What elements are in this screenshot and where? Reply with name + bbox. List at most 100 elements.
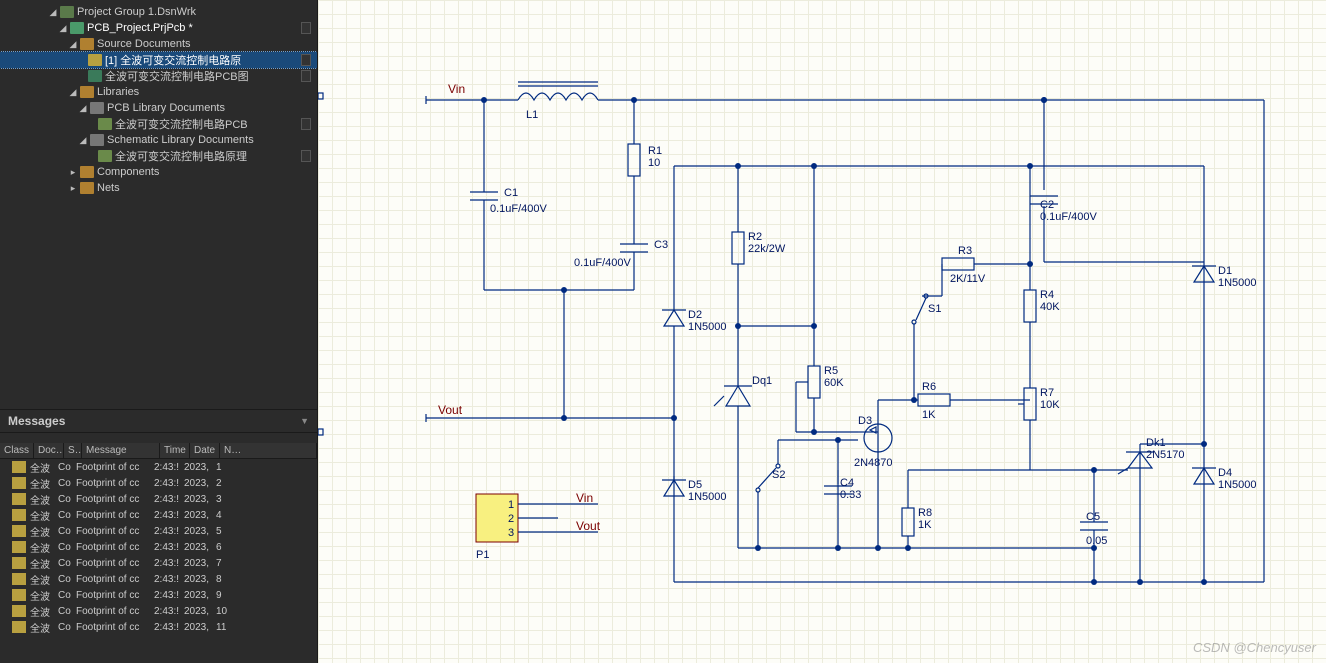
warning-icon bbox=[12, 525, 26, 537]
tree-folder-label: Nets bbox=[97, 182, 120, 194]
tree-doc-schlib[interactable]: 全波可变交流控制电路原理 bbox=[0, 148, 317, 164]
warning-icon bbox=[12, 589, 26, 601]
warning-icon bbox=[12, 477, 26, 489]
message-row[interactable]: 全波CoFootprint of cc2:43:!2023,10 bbox=[0, 603, 317, 619]
tree-folder-source[interactable]: ◢Source Documents bbox=[0, 36, 317, 52]
R7-ref: R7 bbox=[1040, 387, 1054, 399]
R1-val: 10 bbox=[648, 157, 660, 169]
messages-panel: Class Doc… S… Message Time Date N… 全波CoF… bbox=[0, 433, 317, 663]
tree-folder-label: Libraries bbox=[97, 86, 139, 98]
L1-ref: L1 bbox=[526, 109, 538, 121]
project-tree: ◢Project Group 1.DsnWrk ◢PCB_Project.Prj… bbox=[0, 0, 317, 200]
D2-ref: D2 bbox=[688, 309, 702, 321]
group-icon bbox=[60, 6, 74, 18]
C5-ref: C5 bbox=[1086, 511, 1100, 523]
schlib-doc-icon bbox=[98, 150, 112, 162]
message-row[interactable]: 全波CoFootprint of cc2:43:!2023,9 bbox=[0, 587, 317, 603]
folder-icon bbox=[80, 86, 94, 98]
tree-folder-nets[interactable]: ▸Nets bbox=[0, 180, 317, 196]
C3-val: 0.1uF/400V bbox=[574, 257, 632, 269]
R5-ref: R5 bbox=[824, 365, 838, 377]
warning-icon bbox=[12, 621, 26, 633]
tree-folder-label: Source Documents bbox=[97, 38, 191, 50]
tree-doc-label: 全波可变交流控制电路原理 bbox=[115, 148, 247, 164]
R3-ref: R3 bbox=[958, 245, 972, 257]
projects-panel: ◢Project Group 1.DsnWrk ◢PCB_Project.Prj… bbox=[0, 0, 318, 663]
p1-net-vin: Vin bbox=[576, 491, 593, 505]
schematic-doc-icon bbox=[88, 54, 102, 66]
D3-val: 2N4870 bbox=[854, 457, 893, 469]
message-row[interactable]: 全波CoFootprint of cc2:43:!2023,6 bbox=[0, 539, 317, 555]
col-msg[interactable]: Message bbox=[82, 443, 160, 458]
tree-root[interactable]: ◢Project Group 1.DsnWrk bbox=[0, 4, 317, 20]
p1-pin2: 2 bbox=[508, 513, 514, 525]
col-doc[interactable]: Doc… bbox=[34, 443, 64, 458]
folder-icon bbox=[80, 182, 94, 194]
message-row[interactable]: 全波CoFootprint of cc2:43:!2023,5 bbox=[0, 523, 317, 539]
tree-root-label: Project Group 1.DsnWrk bbox=[77, 6, 196, 18]
D2-val: 1N5000 bbox=[688, 321, 727, 333]
warning-icon bbox=[12, 461, 26, 473]
R4-ref: R4 bbox=[1040, 289, 1054, 301]
C2-val: 0.1uF/400V bbox=[1040, 211, 1098, 223]
messages-header[interactable]: Messages ▼ bbox=[0, 409, 317, 433]
R3-val: 2K/11V bbox=[950, 273, 986, 285]
C5-val: 0.05 bbox=[1086, 535, 1107, 547]
pcb-doc-icon bbox=[88, 70, 102, 82]
folder-icon bbox=[80, 38, 94, 50]
messages-title: Messages bbox=[8, 414, 65, 428]
folder-icon bbox=[90, 102, 104, 114]
doc-flag-icon bbox=[301, 118, 311, 130]
messages-rows: 全波CoFootprint of cc2:43:!2023,1全波CoFootp… bbox=[0, 459, 317, 635]
col-src[interactable]: S… bbox=[64, 443, 82, 458]
message-row[interactable]: 全波CoFootprint of cc2:43:!2023,8 bbox=[0, 571, 317, 587]
R5-val: 60K bbox=[824, 377, 844, 389]
tree-folder-libraries[interactable]: ◢Libraries bbox=[0, 84, 317, 100]
tree-doc-pcblib[interactable]: 全波可变交流控制电路PCB bbox=[0, 116, 317, 132]
message-row[interactable]: 全波CoFootprint of cc2:43:!2023,11 bbox=[0, 619, 317, 635]
message-row[interactable]: 全波CoFootprint of cc2:43:!2023,4 bbox=[0, 507, 317, 523]
tree-folder-components[interactable]: ▸Components bbox=[0, 164, 317, 180]
D5-val: 1N5000 bbox=[688, 491, 727, 503]
message-row[interactable]: 全波CoFootprint of cc2:43:!2023,1 bbox=[0, 459, 317, 475]
col-class[interactable]: Class bbox=[0, 443, 34, 458]
warning-icon bbox=[12, 493, 26, 505]
schematic-canvas[interactable]: Vin L1 C1 0.1uF/400V R1 10 C3 0.1uF/400V bbox=[318, 0, 1326, 663]
message-row[interactable]: 全波CoFootprint of cc2:43:!2023,3 bbox=[0, 491, 317, 507]
dropdown-icon[interactable]: ▼ bbox=[300, 416, 309, 426]
watermark: CSDN @Chencyuser bbox=[1193, 640, 1316, 655]
warning-icon bbox=[12, 541, 26, 553]
D1-val: 1N5000 bbox=[1218, 277, 1257, 289]
tree-doc-schematic[interactable]: [1] 全波可变交流控制电路原 bbox=[0, 52, 317, 68]
Dq1-ref: Dq1 bbox=[752, 375, 772, 387]
tree-doc-pcb[interactable]: 全波可变交流控制电路PCB图 bbox=[0, 68, 317, 84]
C2-ref: C2 bbox=[1040, 199, 1054, 211]
D4-val: 1N5000 bbox=[1218, 479, 1257, 491]
tree-folder-pcblib[interactable]: ◢PCB Library Documents bbox=[0, 100, 317, 116]
tree-folder-schlib[interactable]: ◢Schematic Library Documents bbox=[0, 132, 317, 148]
tree-folder-label: Schematic Library Documents bbox=[107, 134, 254, 146]
col-no[interactable]: N… bbox=[220, 443, 317, 458]
doc-flag-icon bbox=[301, 150, 311, 162]
net-vout-label: Vout bbox=[438, 403, 463, 417]
D5-ref: D5 bbox=[688, 479, 702, 491]
doc-flag-icon bbox=[301, 70, 311, 82]
D3-ref: D3 bbox=[858, 415, 872, 427]
C4-val: 0.33 bbox=[840, 489, 861, 501]
message-row[interactable]: 全波CoFootprint of cc2:43:!2023,2 bbox=[0, 475, 317, 491]
project-icon bbox=[70, 22, 84, 34]
P1-ref: P1 bbox=[476, 549, 489, 561]
message-row[interactable]: 全波CoFootprint of cc2:43:!2023,7 bbox=[0, 555, 317, 571]
tree-doc-label: 全波可变交流控制电路PCB图 bbox=[105, 68, 249, 84]
col-date[interactable]: Date bbox=[190, 443, 220, 458]
R4-val: 40K bbox=[1040, 301, 1060, 313]
warning-icon bbox=[12, 573, 26, 585]
col-time[interactable]: Time bbox=[160, 443, 190, 458]
warning-icon bbox=[12, 605, 26, 617]
tree-project-label: PCB_Project.PrjPcb * bbox=[87, 22, 193, 34]
tree-doc-label: [1] 全波可变交流控制电路原 bbox=[105, 52, 241, 68]
folder-icon bbox=[80, 166, 94, 178]
tree-project[interactable]: ◢PCB_Project.PrjPcb * bbox=[0, 20, 317, 36]
C4-ref: C4 bbox=[840, 477, 854, 489]
folder-icon bbox=[90, 134, 104, 146]
